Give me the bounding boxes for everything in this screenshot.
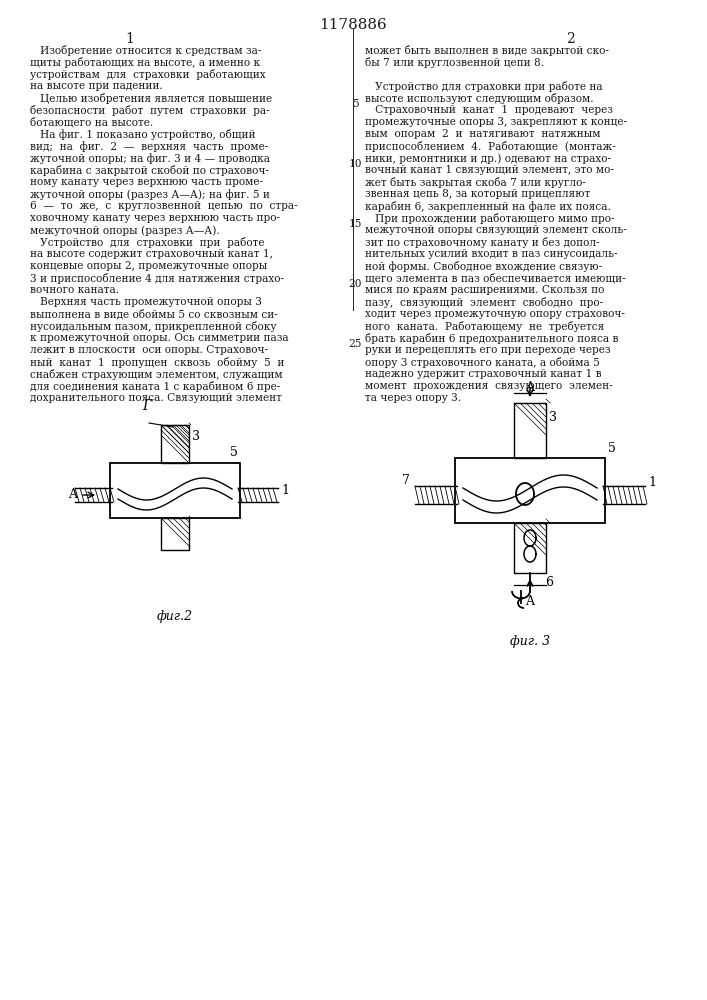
Text: вид;  на  фиг.  2  —  верхняя  часть  проме-: вид; на фиг. 2 — верхняя часть проме- (30, 141, 268, 152)
Text: к промежуточной опоры. Ось симметрии паза: к промежуточной опоры. Ось симметрии паз… (30, 333, 288, 343)
Text: вочный канат 1 связующий элемент, это мо-: вочный канат 1 связующий элемент, это мо… (365, 165, 614, 175)
Text: 5: 5 (230, 446, 238, 459)
Text: 5: 5 (608, 442, 616, 455)
Text: момент  прохождения  связующего  элемен-: момент прохождения связующего элемен- (365, 381, 613, 391)
Text: промежуточные опоры 3, закрепляют к конце-: промежуточные опоры 3, закрепляют к конц… (365, 117, 627, 127)
Text: мися по краям расширениями. Скользя по: мися по краям расширениями. Скользя по (365, 285, 604, 295)
Text: щиты работающих на высоте, а именно к: щиты работающих на высоте, а именно к (30, 57, 260, 68)
Text: руки и перецеплять его при переходе через: руки и перецеплять его при переходе чере… (365, 345, 611, 355)
Text: безопасности  работ  путем  страховки  ра-: безопасности работ путем страховки ра- (30, 105, 269, 116)
Text: Устройство  для  страховки  при  работе: Устройство для страховки при работе (30, 237, 264, 248)
Text: При прохождении работающего мимо про-: При прохождении работающего мимо про- (365, 213, 614, 224)
Text: приспособлением  4.  Работающие  (монтаж-: приспособлением 4. Работающие (монтаж- (365, 141, 616, 152)
Text: может быть выполнен в виде закрытой ско-: может быть выполнен в виде закрытой ско- (365, 45, 609, 56)
Text: Целью изобретения является повышение: Целью изобретения является повышение (30, 93, 272, 104)
Text: 2: 2 (566, 32, 574, 46)
Text: межуточной опоры связующий элемент сколь-: межуточной опоры связующий элемент сколь… (365, 225, 626, 235)
Text: межуточной опоры (разрез А—А).: межуточной опоры (разрез А—А). (30, 225, 220, 236)
Text: концевые опоры 2, промежуточные опоры: концевые опоры 2, промежуточные опоры (30, 261, 267, 271)
Text: та через опору 3.: та через опору 3. (365, 393, 461, 403)
Text: 3: 3 (549, 411, 557, 424)
Text: жет быть закрытая скоба 7 или кругло-: жет быть закрытая скоба 7 или кругло- (365, 177, 586, 188)
Text: 25: 25 (349, 339, 362, 349)
Bar (161, 425, 189, 463)
Text: 15: 15 (349, 219, 362, 229)
Text: вым  опорам  2  и  натягивают  натяжным: вым опорам 2 и натягивают натяжным (365, 129, 600, 139)
Text: ной формы. Свободное вхождение связую-: ной формы. Свободное вхождение связую- (365, 261, 602, 272)
Bar (514, 523, 546, 573)
Text: пазу,  связующий  элемент  свободно  про-: пазу, связующий элемент свободно про- (365, 297, 603, 308)
Text: нусоидальным пазом, прикрепленной сбоку: нусоидальным пазом, прикрепленной сбоку (30, 321, 276, 332)
Text: жуточной опоры; на фиг. 3 и 4 — проводка: жуточной опоры; на фиг. 3 и 4 — проводка (30, 153, 270, 164)
Text: вочного каната.: вочного каната. (30, 285, 119, 295)
Text: 1: 1 (126, 32, 134, 46)
Text: нительных усилий входит в паз синусоидаль-: нительных усилий входит в паз синусоидал… (365, 249, 617, 259)
Text: опору 3 страховочного каната, а обойма 5: опору 3 страховочного каната, а обойма 5 (365, 357, 600, 368)
Text: на высоте при падении.: на высоте при падении. (30, 81, 163, 91)
Text: Страховочный  канат  1  продевают  через: Страховочный канат 1 продевают через (365, 105, 613, 115)
Text: 7: 7 (402, 475, 410, 488)
Text: снабжен страхующим элементом, служащим: снабжен страхующим элементом, служащим (30, 369, 283, 380)
Text: звенная цепь 8, за который прицепляют: звенная цепь 8, за который прицепляют (365, 189, 590, 199)
Text: Изобретение относится к средствам за-: Изобретение относится к средствам за- (30, 45, 262, 56)
Text: ботающего на высоте.: ботающего на высоте. (30, 117, 153, 127)
Text: 5: 5 (351, 99, 358, 109)
Bar (455, 458, 605, 523)
Text: бы 7 или круглозвенной цепи 8.: бы 7 или круглозвенной цепи 8. (365, 57, 544, 68)
Text: 10: 10 (349, 159, 362, 169)
Text: 1: 1 (648, 477, 656, 489)
Text: 6  —  то  же,  с  круглозвенной  цепью  по  стра-: 6 — то же, с круглозвенной цепью по стра… (30, 201, 298, 211)
Text: ники, ремонтники и др.) одевают на страхо-: ники, ремонтники и др.) одевают на страх… (365, 153, 611, 164)
Text: 6: 6 (545, 576, 553, 589)
Bar (514, 403, 546, 458)
Text: ному канату через верхнюю часть проме-: ному канату через верхнюю часть проме- (30, 177, 263, 187)
Text: 3: 3 (192, 430, 200, 443)
Text: карабин 6, закрепленный на фале их пояса.: карабин 6, закрепленный на фале их пояса… (365, 201, 611, 212)
Text: 3 и приспособление 4 для натяжения страхо-: 3 и приспособление 4 для натяжения страх… (30, 273, 284, 284)
Text: Г: Г (142, 399, 151, 413)
Text: ного  каната.  Работающему  не  требуется: ного каната. Работающему не требуется (365, 321, 604, 332)
Text: ховочному канату через верхнюю часть про-: ховочному канату через верхнюю часть про… (30, 213, 280, 223)
Text: надежно удержит страховочный канат 1 в: надежно удержит страховочный канат 1 в (365, 369, 602, 379)
Text: фиг. 3: фиг. 3 (510, 635, 550, 648)
Bar (110, 463, 240, 518)
Text: A: A (525, 595, 534, 608)
Text: на высоте содержит страховочный канат 1,: на высоте содержит страховочный канат 1, (30, 249, 273, 259)
Text: высоте используют следующим образом.: высоте используют следующим образом. (365, 93, 594, 104)
Bar (161, 518, 189, 550)
Text: карабина с закрытой скобой по страховоч-: карабина с закрытой скобой по страховоч- (30, 165, 269, 176)
Text: 20: 20 (349, 279, 362, 289)
Text: Устройство для страховки при работе на: Устройство для страховки при работе на (365, 81, 602, 92)
Text: ходит через промежуточную опору страховоч-: ходит через промежуточную опору страхово… (365, 309, 625, 319)
Text: A: A (68, 488, 77, 500)
Text: ный  канат  1  пропущен  сквозь  обойму  5  и: ный канат 1 пропущен сквозь обойму 5 и (30, 357, 284, 368)
Text: фиг.2: фиг.2 (157, 610, 193, 623)
Text: A: A (525, 381, 534, 394)
Text: устройствам  для  страховки  работающих: устройствам для страховки работающих (30, 69, 266, 80)
Text: выполнена в виде обоймы 5 со сквозным си-: выполнена в виде обоймы 5 со сквозным си… (30, 309, 278, 320)
Text: жуточной опоры (разрез А—А); на фиг. 5 и: жуточной опоры (разрез А—А); на фиг. 5 и (30, 189, 270, 200)
Text: На фиг. 1 показано устройство, общий: На фиг. 1 показано устройство, общий (30, 129, 255, 140)
Text: 1178886: 1178886 (319, 18, 387, 32)
Text: брать карабин 6 предохранительного пояса в: брать карабин 6 предохранительного пояса… (365, 333, 619, 344)
Text: зит по страховочному канату и без допол-: зит по страховочному канату и без допол- (365, 237, 600, 248)
Text: для соединения каната 1 с карабином 6 пре-: для соединения каната 1 с карабином 6 пр… (30, 381, 280, 392)
Text: лежит в плоскости  оси опоры. Страховоч-: лежит в плоскости оси опоры. Страховоч- (30, 345, 268, 355)
Text: 1: 1 (281, 485, 289, 497)
Text: щего элемента в паз обеспечивается имеющи-: щего элемента в паз обеспечивается имеющ… (365, 273, 626, 284)
Text: Верхняя часть промежуточной опоры 3: Верхняя часть промежуточной опоры 3 (30, 297, 262, 307)
Text: дохранительного пояса. Связующий элемент: дохранительного пояса. Связующий элемент (30, 393, 282, 403)
